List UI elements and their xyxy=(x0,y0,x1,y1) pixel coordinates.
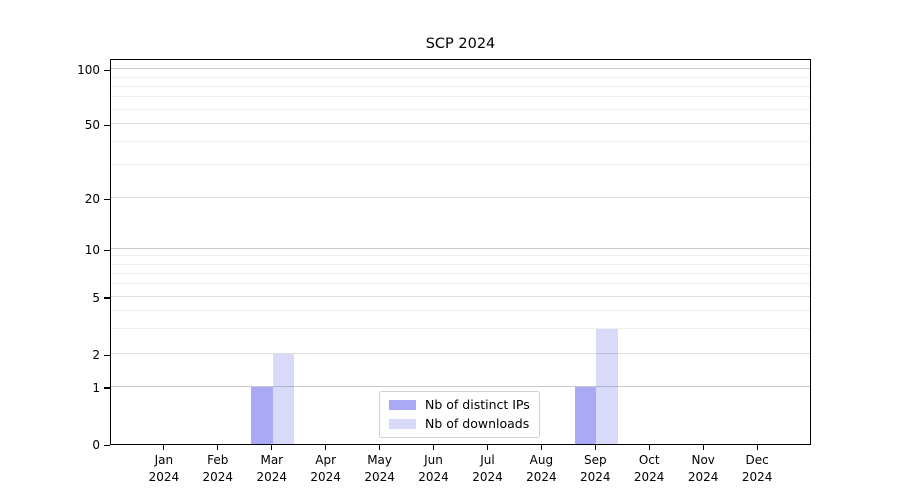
gridline-10 xyxy=(111,248,810,250)
gridline-2 xyxy=(111,353,810,355)
x-tick-label-sep: Sep 2024 xyxy=(580,453,611,484)
y-tick-label-5: 5 xyxy=(92,290,100,305)
x-tick-mark xyxy=(325,445,327,450)
x-tick-mark xyxy=(163,445,165,450)
y-tick-label-10: 10 xyxy=(84,243,100,258)
gridline-50 xyxy=(111,123,810,124)
bar-distinct-ips-mar xyxy=(251,386,273,444)
legend-swatch-distinct-ips-icon xyxy=(389,400,416,410)
x-tick-mark xyxy=(432,445,435,450)
y-tick-mark xyxy=(104,354,110,356)
gridline-40 xyxy=(111,141,810,143)
legend-item-downloads: Nb of downloads xyxy=(389,417,530,431)
x-tick-mark xyxy=(540,445,542,450)
gridline-1 xyxy=(111,385,810,387)
y-tick-label-100: 100 xyxy=(77,63,100,78)
x-tick-mark xyxy=(486,445,489,450)
y-tick-mark xyxy=(104,198,110,200)
gridline-9 xyxy=(111,255,810,257)
x-tick-mark xyxy=(648,445,650,450)
y-tick-mark xyxy=(104,297,110,299)
plot-area: Nb of distinct IPs Nb of downloads xyxy=(110,59,811,445)
gridline-4 xyxy=(111,309,810,311)
legend-item-distinct-ips: Nb of distinct IPs xyxy=(389,398,530,412)
x-tick-mark xyxy=(702,445,704,450)
x-tick-mark xyxy=(217,445,219,450)
x-tick-label-nov: Nov 2024 xyxy=(687,453,719,484)
y-tick-label-0: 0 xyxy=(92,438,100,452)
x-tick-mark xyxy=(594,445,596,450)
x-tick-label-aug: Aug 2024 xyxy=(526,453,557,484)
y-tick-label-2: 2 xyxy=(92,348,100,363)
x-tick-label-feb: Feb 2024 xyxy=(202,453,234,484)
y-tick-mark xyxy=(104,249,110,251)
gridline-7 xyxy=(111,272,810,274)
y-tick-label-20: 20 xyxy=(84,192,100,207)
gridline-6 xyxy=(111,283,810,285)
x-tick-label-jun: Jun 2024 xyxy=(418,453,449,484)
gridline-3 xyxy=(111,327,810,329)
y-tick-label-1: 1 xyxy=(92,380,100,395)
gridline-70 xyxy=(111,96,810,98)
gridline-20 xyxy=(111,197,810,199)
legend-swatch-downloads-icon xyxy=(389,419,416,429)
gridline-30 xyxy=(111,164,810,166)
legend-label-downloads: Nb of downloads xyxy=(425,416,530,431)
gridline-100 xyxy=(111,68,810,70)
legend-label-distinct-ips: Nb of distinct IPs xyxy=(425,397,530,412)
x-tick-label-jan: Jan 2024 xyxy=(148,453,180,484)
x-tick-label-may: May 2024 xyxy=(364,453,395,484)
x-tick-label-jul: Jul 2024 xyxy=(472,453,503,484)
bar-distinct-ips-sep xyxy=(574,386,597,444)
x-tick-mark xyxy=(379,445,381,450)
y-tick-label-50: 50 xyxy=(84,118,100,132)
gridline-60 xyxy=(111,108,810,110)
bar-downloads-mar xyxy=(272,354,295,444)
x-tick-mark xyxy=(271,445,273,450)
x-tick-label-apr: Apr 2024 xyxy=(310,453,341,484)
y-tick-mark xyxy=(104,124,110,126)
legend: Nb of distinct IPs Nb of downloads xyxy=(379,391,540,438)
gridline-80 xyxy=(111,85,810,87)
x-tick-label-dec: Dec 2024 xyxy=(741,453,773,484)
gridline-5 xyxy=(111,295,810,297)
y-tick-mark xyxy=(104,69,110,71)
x-tick-label-oct: Oct 2024 xyxy=(633,453,665,484)
chart-title: SCP 2024 xyxy=(425,36,496,52)
y-tick-mark xyxy=(104,444,110,446)
gridline-90 xyxy=(111,76,810,78)
y-tick-mark xyxy=(104,387,110,389)
gridline-8 xyxy=(111,263,810,265)
x-tick-label-mar: Mar 2024 xyxy=(256,453,288,484)
bar-downloads-sep xyxy=(596,328,618,444)
x-tick-mark xyxy=(756,445,758,450)
